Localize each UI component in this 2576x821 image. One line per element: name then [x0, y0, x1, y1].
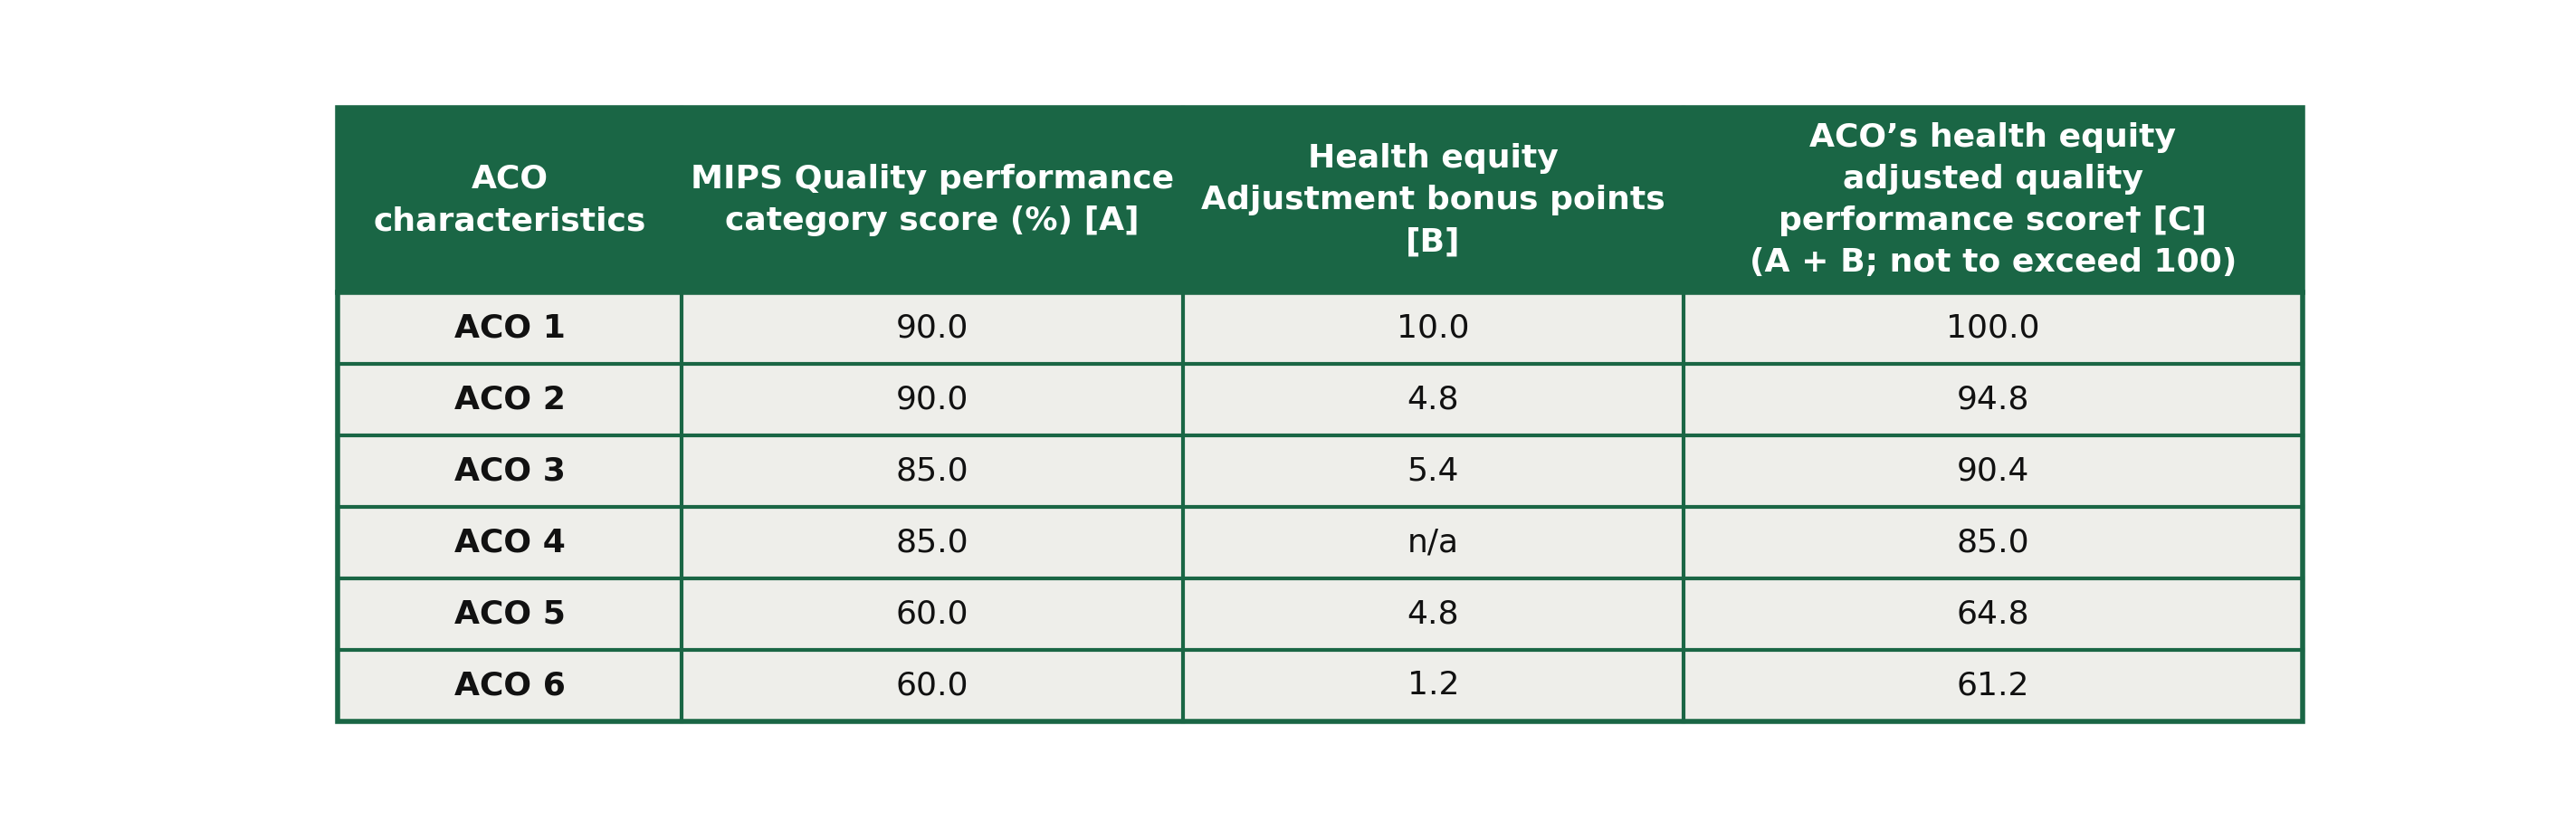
Bar [337, 364, 683, 435]
Text: 1.2: 1.2 [1406, 670, 1458, 701]
Bar [1182, 292, 1685, 364]
Text: ACO 1: ACO 1 [453, 312, 567, 343]
Text: 61.2: 61.2 [1958, 670, 2030, 701]
Text: 85.0: 85.0 [1958, 527, 2030, 557]
Text: 60.0: 60.0 [896, 670, 969, 701]
Text: 4.8: 4.8 [1406, 599, 1458, 629]
Text: 4.8: 4.8 [1406, 384, 1458, 415]
Bar [1685, 435, 2303, 507]
Text: 10.0: 10.0 [1396, 312, 1468, 343]
Bar [1182, 364, 1685, 435]
Bar [1685, 507, 2303, 578]
Bar [337, 435, 683, 507]
Bar [1182, 578, 1685, 649]
Text: 94.8: 94.8 [1958, 384, 2030, 415]
Text: 85.0: 85.0 [896, 456, 969, 486]
Bar [683, 435, 1182, 507]
Bar [683, 649, 1182, 721]
Bar [683, 507, 1182, 578]
Bar [683, 108, 1182, 292]
Bar [683, 364, 1182, 435]
Bar [1182, 649, 1685, 721]
Text: 64.8: 64.8 [1958, 599, 2030, 629]
Bar [1685, 578, 2303, 649]
Text: 90.4: 90.4 [1958, 456, 2030, 486]
Bar [1685, 292, 2303, 364]
Text: 5.4: 5.4 [1406, 456, 1458, 486]
Bar [337, 507, 683, 578]
Bar [1182, 108, 1685, 292]
Bar [1182, 435, 1685, 507]
Text: ACO 6: ACO 6 [453, 670, 567, 701]
Text: ACO 2: ACO 2 [453, 384, 567, 415]
Text: 85.0: 85.0 [896, 527, 969, 557]
Text: 90.0: 90.0 [896, 312, 969, 343]
Text: n/a: n/a [1406, 527, 1458, 557]
Bar [337, 108, 683, 292]
Text: 60.0: 60.0 [896, 599, 969, 629]
Bar [1182, 507, 1685, 578]
Bar [1685, 108, 2303, 292]
Text: 90.0: 90.0 [896, 384, 969, 415]
Text: ACO 3: ACO 3 [453, 456, 567, 486]
Bar [1685, 649, 2303, 721]
Bar [337, 649, 683, 721]
Bar [337, 578, 683, 649]
Bar [1685, 364, 2303, 435]
Text: ACO
characteristics: ACO characteristics [374, 163, 647, 236]
Bar [683, 578, 1182, 649]
Text: ACO 4: ACO 4 [453, 527, 567, 557]
Text: ACO 5: ACO 5 [453, 599, 567, 629]
Text: MIPS Quality performance
category score (%) [A]: MIPS Quality performance category score … [690, 163, 1175, 236]
Bar [337, 292, 683, 364]
Text: ACO’s health equity
adjusted quality
performance score† [C]
(A + B; not to excee: ACO’s health equity adjusted quality per… [1749, 122, 2236, 278]
Bar [683, 292, 1182, 364]
Text: Health equity
Adjustment bonus points
[B]: Health equity Adjustment bonus points [B… [1200, 143, 1664, 257]
Text: 100.0: 100.0 [1947, 312, 2040, 343]
